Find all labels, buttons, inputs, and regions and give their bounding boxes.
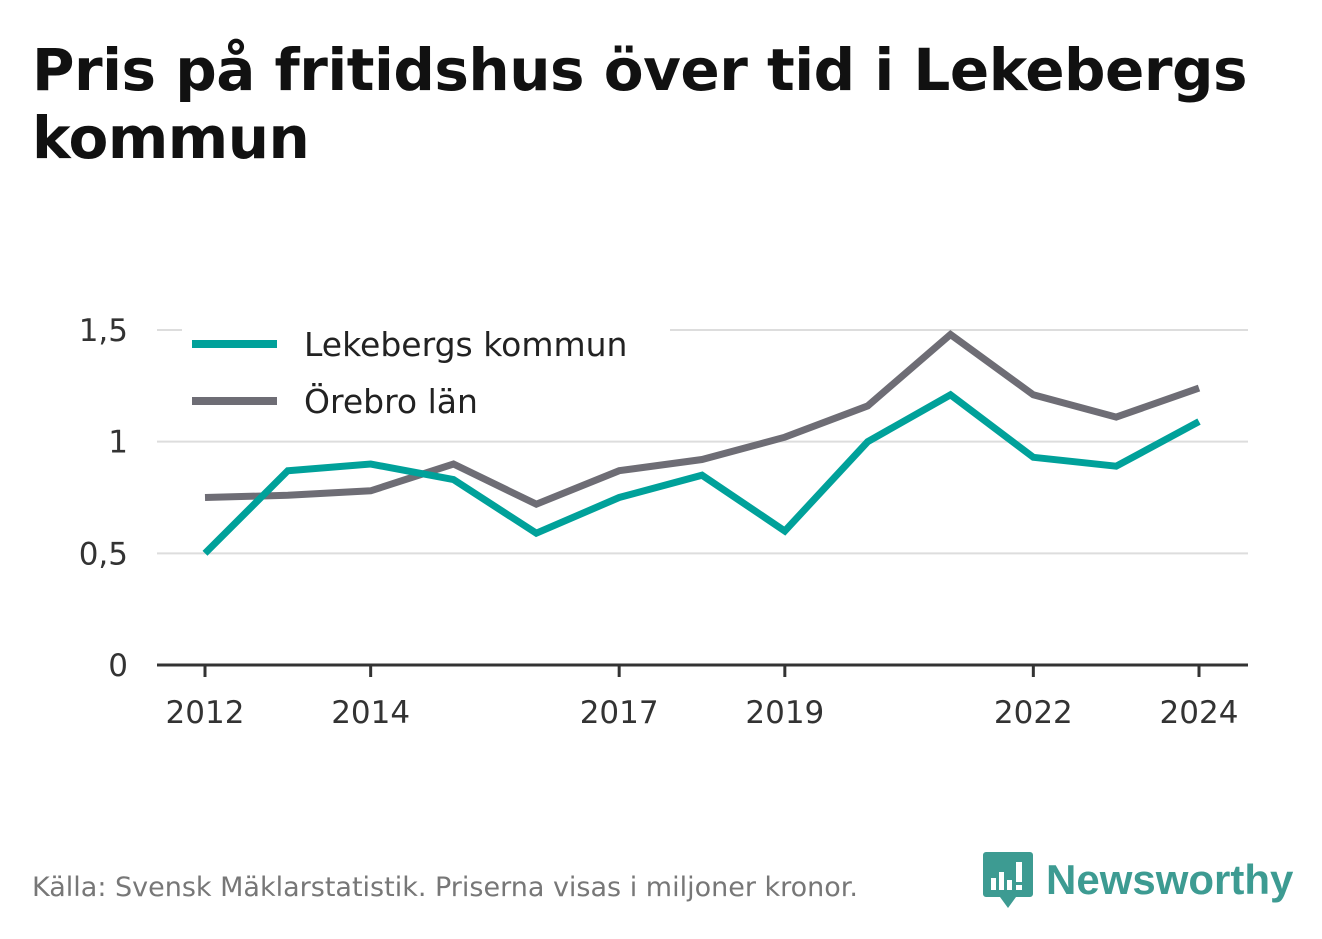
legend-label: Lekebergs kommun [304,325,627,364]
brand-name: Newsworthy [1046,856,1294,903]
x-tick-label: 2014 [331,695,410,731]
y-tick-label: 1,5 [79,313,128,349]
y-tick-label: 0 [108,648,128,684]
series-lines [202,330,1201,556]
y-tick-label: 1 [108,425,128,461]
line-chart: 0 0,5 1 1,5 2012 2014 2017 2019 2022 2024 Lekebe… [79,313,1248,731]
x-tick-label: 2022 [994,695,1073,731]
series-line [202,390,1201,556]
y-tick-label: 0,5 [79,536,128,572]
x-tick-label: 2019 [745,695,824,731]
legend: Lekebergs kommun Örebro län [182,325,670,430]
x-tick-label: 2012 [166,695,245,731]
source-note: Källa: Svensk Mäklarstatistik. Priserna … [32,872,859,903]
x-tick-label: 2024 [1160,695,1239,731]
y-axis-ticks: 0 0,5 1 1,5 [79,313,128,684]
brand-logo: Newsworthy [982,850,1293,910]
x-axis-ticks: 2012 2014 2017 2019 2022 2024 [166,665,1239,731]
legend-label: Örebro län [304,381,478,421]
chart-title: Pris på fritidshus över tid i Lekebergs … [32,36,1248,172]
series-line [204,330,1201,509]
x-tick-label: 2017 [580,695,659,731]
bar-chart-speech-bubble-icon [983,852,1033,908]
